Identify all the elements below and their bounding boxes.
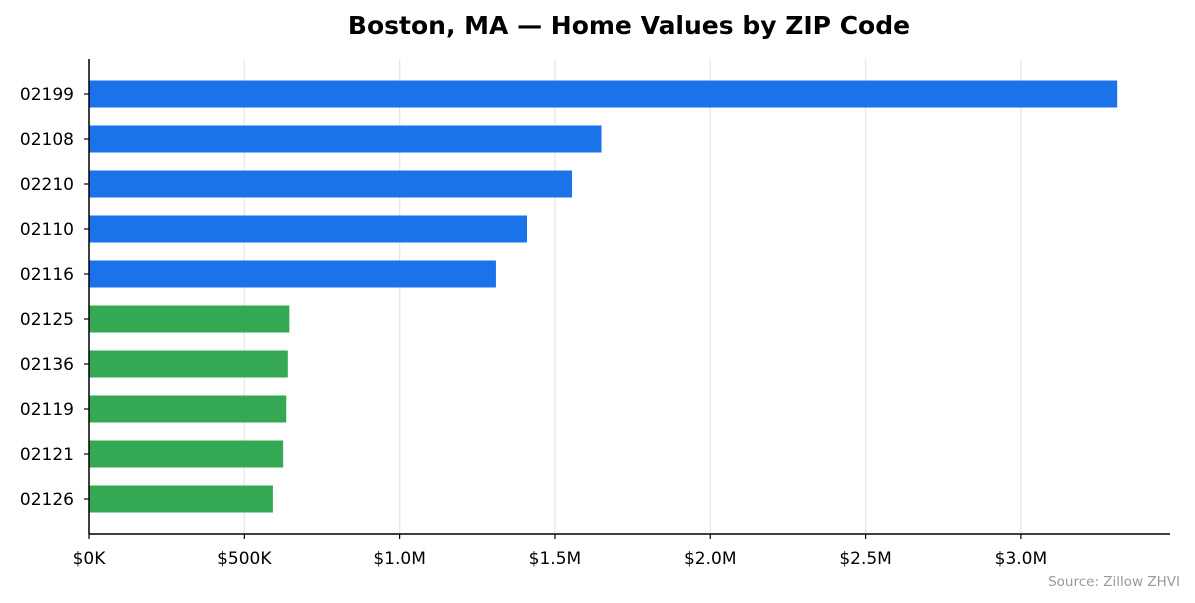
source-note: Source: Zillow ZHVI [1048, 574, 1180, 590]
x-tick-label-5: $2.5M [839, 549, 892, 569]
y-tick-label-02108: 02108 [20, 130, 74, 150]
bar-02116 [89, 260, 496, 288]
y-tick-label-02121: 02121 [20, 445, 74, 465]
bar-02125 [89, 305, 290, 333]
x-tick-label-6: $3.0M [995, 549, 1048, 569]
x-tick-label-2: $1.0M [373, 549, 426, 569]
y-tick-label-02119: 02119 [20, 400, 74, 420]
bar-02199 [89, 80, 1118, 108]
y-tick-label-02126: 02126 [20, 490, 74, 510]
bar-02126 [89, 485, 273, 513]
y-tick-label-02136: 02136 [20, 355, 74, 375]
x-tick-label-4: $2.0M [684, 549, 737, 569]
chart-title: Boston, MA — Home Values by ZIP Code [348, 11, 910, 40]
bars [89, 80, 1118, 513]
bar-02108 [89, 125, 602, 153]
x-tick-label-3: $1.5M [529, 549, 582, 569]
y-tick-label-02125: 02125 [20, 310, 74, 330]
x-axis-tick-labels: $0K $500K $1.0M $1.5M $2.0M $2.5M $3.0M [73, 549, 1048, 569]
y-tick-label-02210: 02210 [20, 175, 74, 195]
bar-02136 [89, 350, 288, 378]
bar-02119 [89, 395, 287, 423]
bar-02210 [89, 170, 573, 198]
bar-02121 [89, 440, 284, 468]
y-tick-label-02116: 02116 [20, 265, 74, 285]
x-tick-label-1: $500K [217, 549, 272, 569]
y-tick-label-02199: 02199 [20, 85, 74, 105]
bar-02110 [89, 215, 527, 243]
y-axis-tick-labels: 02199 02108 02210 02110 02116 02125 02136 02119… [20, 85, 74, 510]
x-tick-label-0: $0K [73, 549, 107, 569]
axes [84, 59, 1170, 539]
y-tick-label-02110: 02110 [20, 220, 74, 240]
